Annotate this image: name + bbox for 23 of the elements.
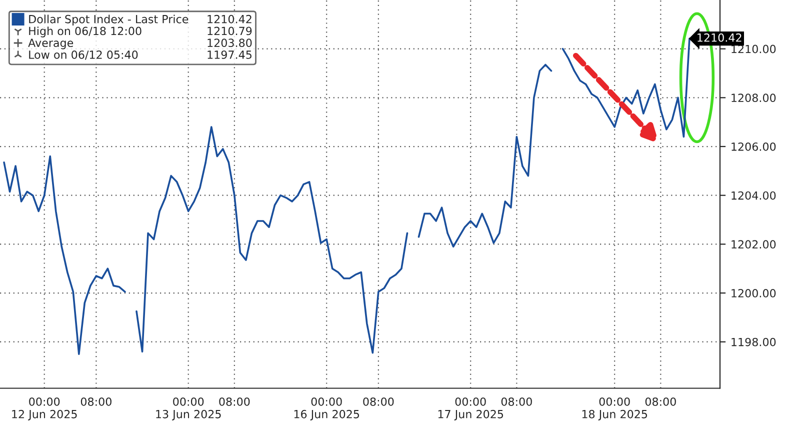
x-tick-label: 00:00 12 Jun 2025 bbox=[12, 397, 77, 420]
y-tick-label: 1206.00 bbox=[732, 142, 776, 151]
annotation: 1210.42 bbox=[208, 14, 252, 24]
x-tick-label: 08:00 bbox=[501, 397, 532, 406]
data-label: 1210.42 bbox=[698, 33, 742, 42]
legend-label: Dollar Spot Index - Last Price bbox=[29, 14, 188, 26]
x-tick-label: 08:00 bbox=[219, 397, 250, 406]
annotation: Low on 06/12 05:40 bbox=[29, 50, 138, 60]
annotation: High on 06/18 12:00 bbox=[29, 26, 142, 38]
x-tick-label: 00:00 16 Jun 2025 bbox=[294, 397, 360, 420]
annotation: 1197.45 bbox=[208, 50, 252, 59]
y-tick-label: 1210.00 bbox=[732, 44, 776, 54]
x-tick-label: 08:00 bbox=[80, 397, 112, 406]
annotation: 1203.80 bbox=[208, 38, 252, 48]
y-tick-label: 1204.00 bbox=[732, 191, 776, 200]
y-tick-label: 1202.00 bbox=[732, 240, 776, 249]
y-tick-label: 1208.00 bbox=[732, 94, 776, 102]
y-tick-label: 1200.00 bbox=[732, 288, 776, 298]
annotation: 1210.79 bbox=[208, 26, 252, 36]
x-tick-label: 08:00 bbox=[363, 397, 394, 406]
y-tick-label: 1198.00 bbox=[732, 338, 776, 346]
annotation: Average bbox=[28, 38, 74, 50]
x-tick-label: 08:00 bbox=[645, 397, 676, 406]
